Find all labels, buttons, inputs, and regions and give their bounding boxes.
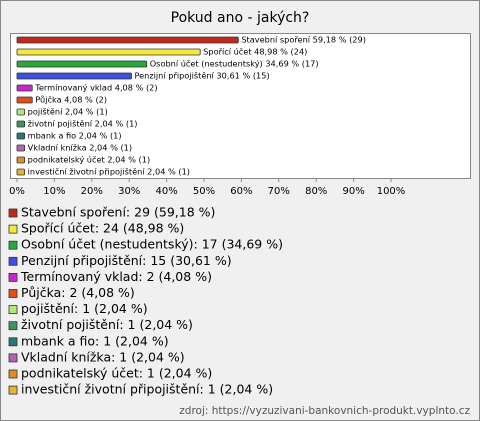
bar [16,144,26,152]
x-tick-label: 60% [230,186,252,197]
legend-label: Vkladní knížka: 1 (2,04 %) [21,349,185,364]
data-label: Půjčka 4,08 % (2) [35,95,107,105]
data-label: mbank a fio 2,04 % (1) [28,131,122,141]
bar [16,84,33,92]
data-label: pojištění 2,04 % (1) [28,107,108,117]
bar [16,36,239,44]
legend-swatch [8,256,18,266]
bar [16,96,33,104]
data-label: podnikatelský účet 2,04 % (1) [28,155,151,165]
legend-label: investiční životní připojištění: 1 (2,04… [21,382,273,397]
x-tick-label: 10% [43,186,65,197]
x-tick-label: 40% [155,186,177,197]
chart-title: Pokud ano - jakých? [171,10,310,26]
bar [16,120,26,128]
bar [16,108,26,116]
data-label: Osobní účet (nestudentský) 34,69 % (17) [150,59,319,69]
legend-swatch [8,337,18,347]
data-label: životní pojištění 2,04 % (1) [28,119,138,129]
x-tick-label: 30% [118,186,140,197]
source: zdroj: https://vyzuzivani-bankovnich-pro… [179,405,470,417]
legend-label: mbank a fio: 1 (2,04 %) [21,333,169,348]
bar [16,48,201,56]
legend-label: Penzijní připojištění: 15 (30,61 %) [21,253,232,268]
bar [16,156,26,164]
x-tick-label: 90% [342,186,364,197]
data-label: Spořící účet 48,98 % (24) [203,47,307,57]
legend-label: Termínovaný vklad: 2 (4,08 %) [20,269,212,284]
legend-label: Spořící účet: 24 (48,98 %) [21,221,184,236]
data-label: Vkladní knížka 2,04 % (1) [28,143,132,153]
legend-swatch [8,321,18,331]
legend-swatch [8,385,18,395]
bar [16,132,26,140]
legend-swatch [8,369,18,379]
x-tick-label: 20% [81,186,103,197]
legend-swatch [8,305,18,315]
legend-swatch [8,272,18,282]
plot-area [10,33,471,179]
legend-swatch [8,353,18,363]
bar [16,60,148,68]
legend-label: Osobní účet (nestudentský): 17 (34,69 %) [21,237,283,252]
bar [16,72,132,80]
legend-label: Stavební spoření: 29 (59,18 %) [21,205,215,220]
legend-label: Půjčka: 2 (4,08 %) [21,285,135,300]
legend-label: pojištění: 1 (2,04 %) [21,301,148,316]
x-tick-label: 100% [377,186,406,197]
x-tick-label: 0% [9,186,25,197]
x-tick-label: 80% [305,186,327,197]
legend-label: životní pojištění: 1 (2,04 %) [21,317,193,332]
x-tick-label: 70% [268,186,290,197]
legend-swatch [8,208,18,218]
legend-swatch [8,289,18,298]
data-label: Stavební spoření 59,18 % (29) [241,35,366,45]
data-label: Termínovaný vklad 4,08 % (2) [34,83,157,93]
x-tick-label: 50% [193,186,215,197]
data-label: investiční životní připojištění 2,04 % (… [28,167,190,177]
bar [16,168,26,176]
legend-swatch [8,224,18,234]
data-label: Penzijní připojištění 30,61 % (15) [134,71,269,81]
legend-label: podnikatelský účet: 1 (2,04 %) [21,366,212,381]
legend-swatch [8,240,18,250]
